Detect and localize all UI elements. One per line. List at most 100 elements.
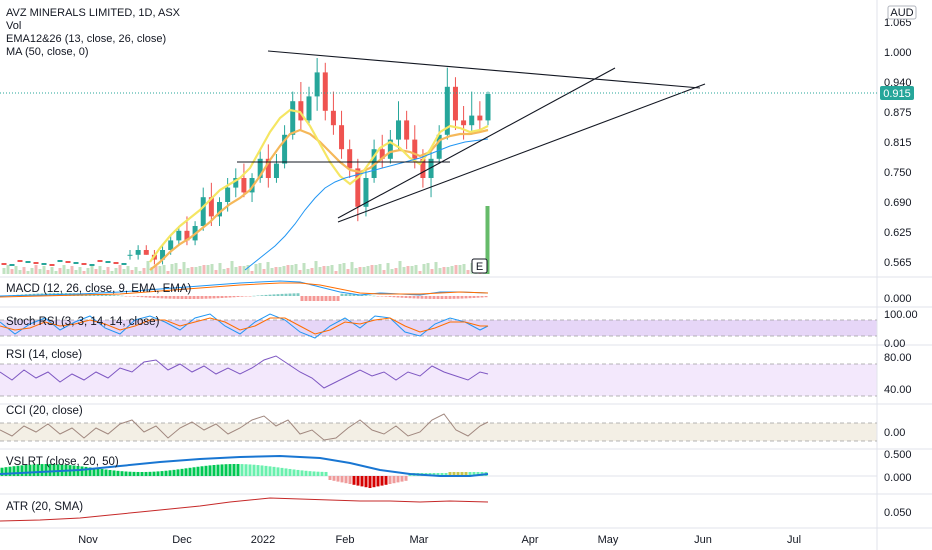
vslrt-bar <box>132 471 136 476</box>
macd-bar <box>256 295 260 297</box>
cci-band <box>0 423 877 441</box>
x-tick: Feb <box>336 534 355 546</box>
stoch-tick: 100.00 <box>884 309 918 321</box>
candle-body <box>57 260 63 262</box>
vslrt-bar <box>32 464 36 476</box>
band-borders <box>0 319 877 442</box>
price-tick: 1.065 <box>884 17 912 29</box>
macd-bar <box>192 296 196 299</box>
vslrt-bar <box>140 471 144 476</box>
vslrt-bar <box>104 469 108 476</box>
macd-bar <box>296 293 300 296</box>
volume-bar <box>398 261 402 274</box>
vslrt-bar <box>108 470 112 476</box>
macd-bar <box>428 296 432 299</box>
vslrt-bar <box>312 471 316 476</box>
volume-bar <box>418 271 422 274</box>
price-tick: 0.750 <box>884 167 912 179</box>
price-tick: 0.875 <box>884 107 912 119</box>
volume-bar <box>378 264 382 274</box>
volume-bar <box>434 262 438 274</box>
volume-bar <box>202 265 206 274</box>
volume-bar <box>314 261 318 274</box>
rsi-title[interactable]: RSI (14, close) <box>6 349 82 361</box>
vslrt-bar <box>232 464 236 476</box>
candle-body <box>265 158 271 178</box>
vslrt-bar <box>256 465 260 476</box>
currency-badge[interactable]: AUD <box>887 5 917 20</box>
candle-body <box>65 261 71 263</box>
vslrt-bar <box>432 473 436 476</box>
macd-bar <box>124 296 128 297</box>
volume-bar <box>50 267 54 274</box>
macd-bar <box>304 296 308 301</box>
volume-bar <box>286 265 290 274</box>
candle-body <box>404 120 410 140</box>
symbol-title[interactable]: AVZ MINERALS LIMITED, 1D, ASX <box>6 7 181 19</box>
vol-title[interactable]: Vol <box>6 20 21 32</box>
macd-bar <box>196 296 200 299</box>
volume-bar <box>234 267 238 274</box>
candle-body <box>25 261 31 263</box>
volume-bar <box>274 267 278 274</box>
volume-bar <box>38 269 42 274</box>
vslrt-bar <box>172 469 176 476</box>
macd-bar <box>456 296 460 299</box>
ma-title[interactable]: MA (50, close, 0) <box>6 46 89 58</box>
vslrt-bar <box>128 471 132 476</box>
candle-body <box>41 263 47 265</box>
vslrt-bar <box>12 466 16 476</box>
vslrt-bar <box>472 472 476 476</box>
cci-title[interactable]: CCI (20, close) <box>6 405 83 417</box>
volume-bar <box>330 265 334 274</box>
volume-bar <box>358 267 362 274</box>
candle-body <box>306 96 312 121</box>
candle-body <box>241 178 247 193</box>
volume-bar <box>98 266 102 274</box>
volume-bar <box>206 265 210 274</box>
vslrt-bar <box>272 466 276 476</box>
trendlines <box>237 50 706 223</box>
vslrt-bar <box>52 464 56 476</box>
ema-title[interactable]: EMA12&26 (13, close, 26, close) <box>6 33 166 45</box>
macd-bar <box>188 296 192 299</box>
volume-bar <box>262 269 266 274</box>
vslrt-bar <box>44 464 48 476</box>
volume-bar <box>242 266 246 274</box>
macd-title[interactable]: MACD (12, 26, close, 9, EMA, EMA) <box>6 283 192 295</box>
macd-bar <box>392 296 396 298</box>
macd-bar <box>384 296 388 297</box>
event-marker[interactable]: E <box>471 258 488 274</box>
vslrt-bar <box>88 467 92 476</box>
volume-bar <box>82 271 86 274</box>
vslrt-bar <box>448 472 452 476</box>
macd-bar <box>328 296 332 301</box>
volume-bar <box>78 267 82 274</box>
vslrt-bar <box>100 469 104 476</box>
vslrt-bar <box>292 469 296 476</box>
x-tick: May <box>598 534 619 546</box>
volume-bars <box>2 206 490 274</box>
volume-bar <box>54 271 58 274</box>
vslrt-bar <box>308 471 312 476</box>
stoch-title[interactable]: Stoch RSI (3, 3, 14, 14, close) <box>6 316 160 328</box>
cci-line <box>0 413 489 441</box>
vslrt-title[interactable]: VSLRT (close, 20, 50) <box>6 456 119 468</box>
macd-bar <box>348 294 352 296</box>
candle-body <box>113 262 119 264</box>
candle-body <box>420 158 426 178</box>
vslrt-bar <box>228 464 232 476</box>
macd-bar <box>332 296 336 301</box>
atr-line <box>0 497 489 522</box>
candle-body <box>469 115 475 126</box>
atr-title[interactable]: ATR (20, SMA) <box>6 501 83 513</box>
vslrt-bar <box>464 472 468 476</box>
x-tick: Jul <box>787 534 801 546</box>
macd-bar <box>160 296 164 299</box>
volume-bar <box>414 265 418 274</box>
macd-bar <box>464 296 468 299</box>
vslrt-bar <box>96 468 100 476</box>
candle-body <box>217 202 222 217</box>
macd-bar <box>340 293 344 296</box>
